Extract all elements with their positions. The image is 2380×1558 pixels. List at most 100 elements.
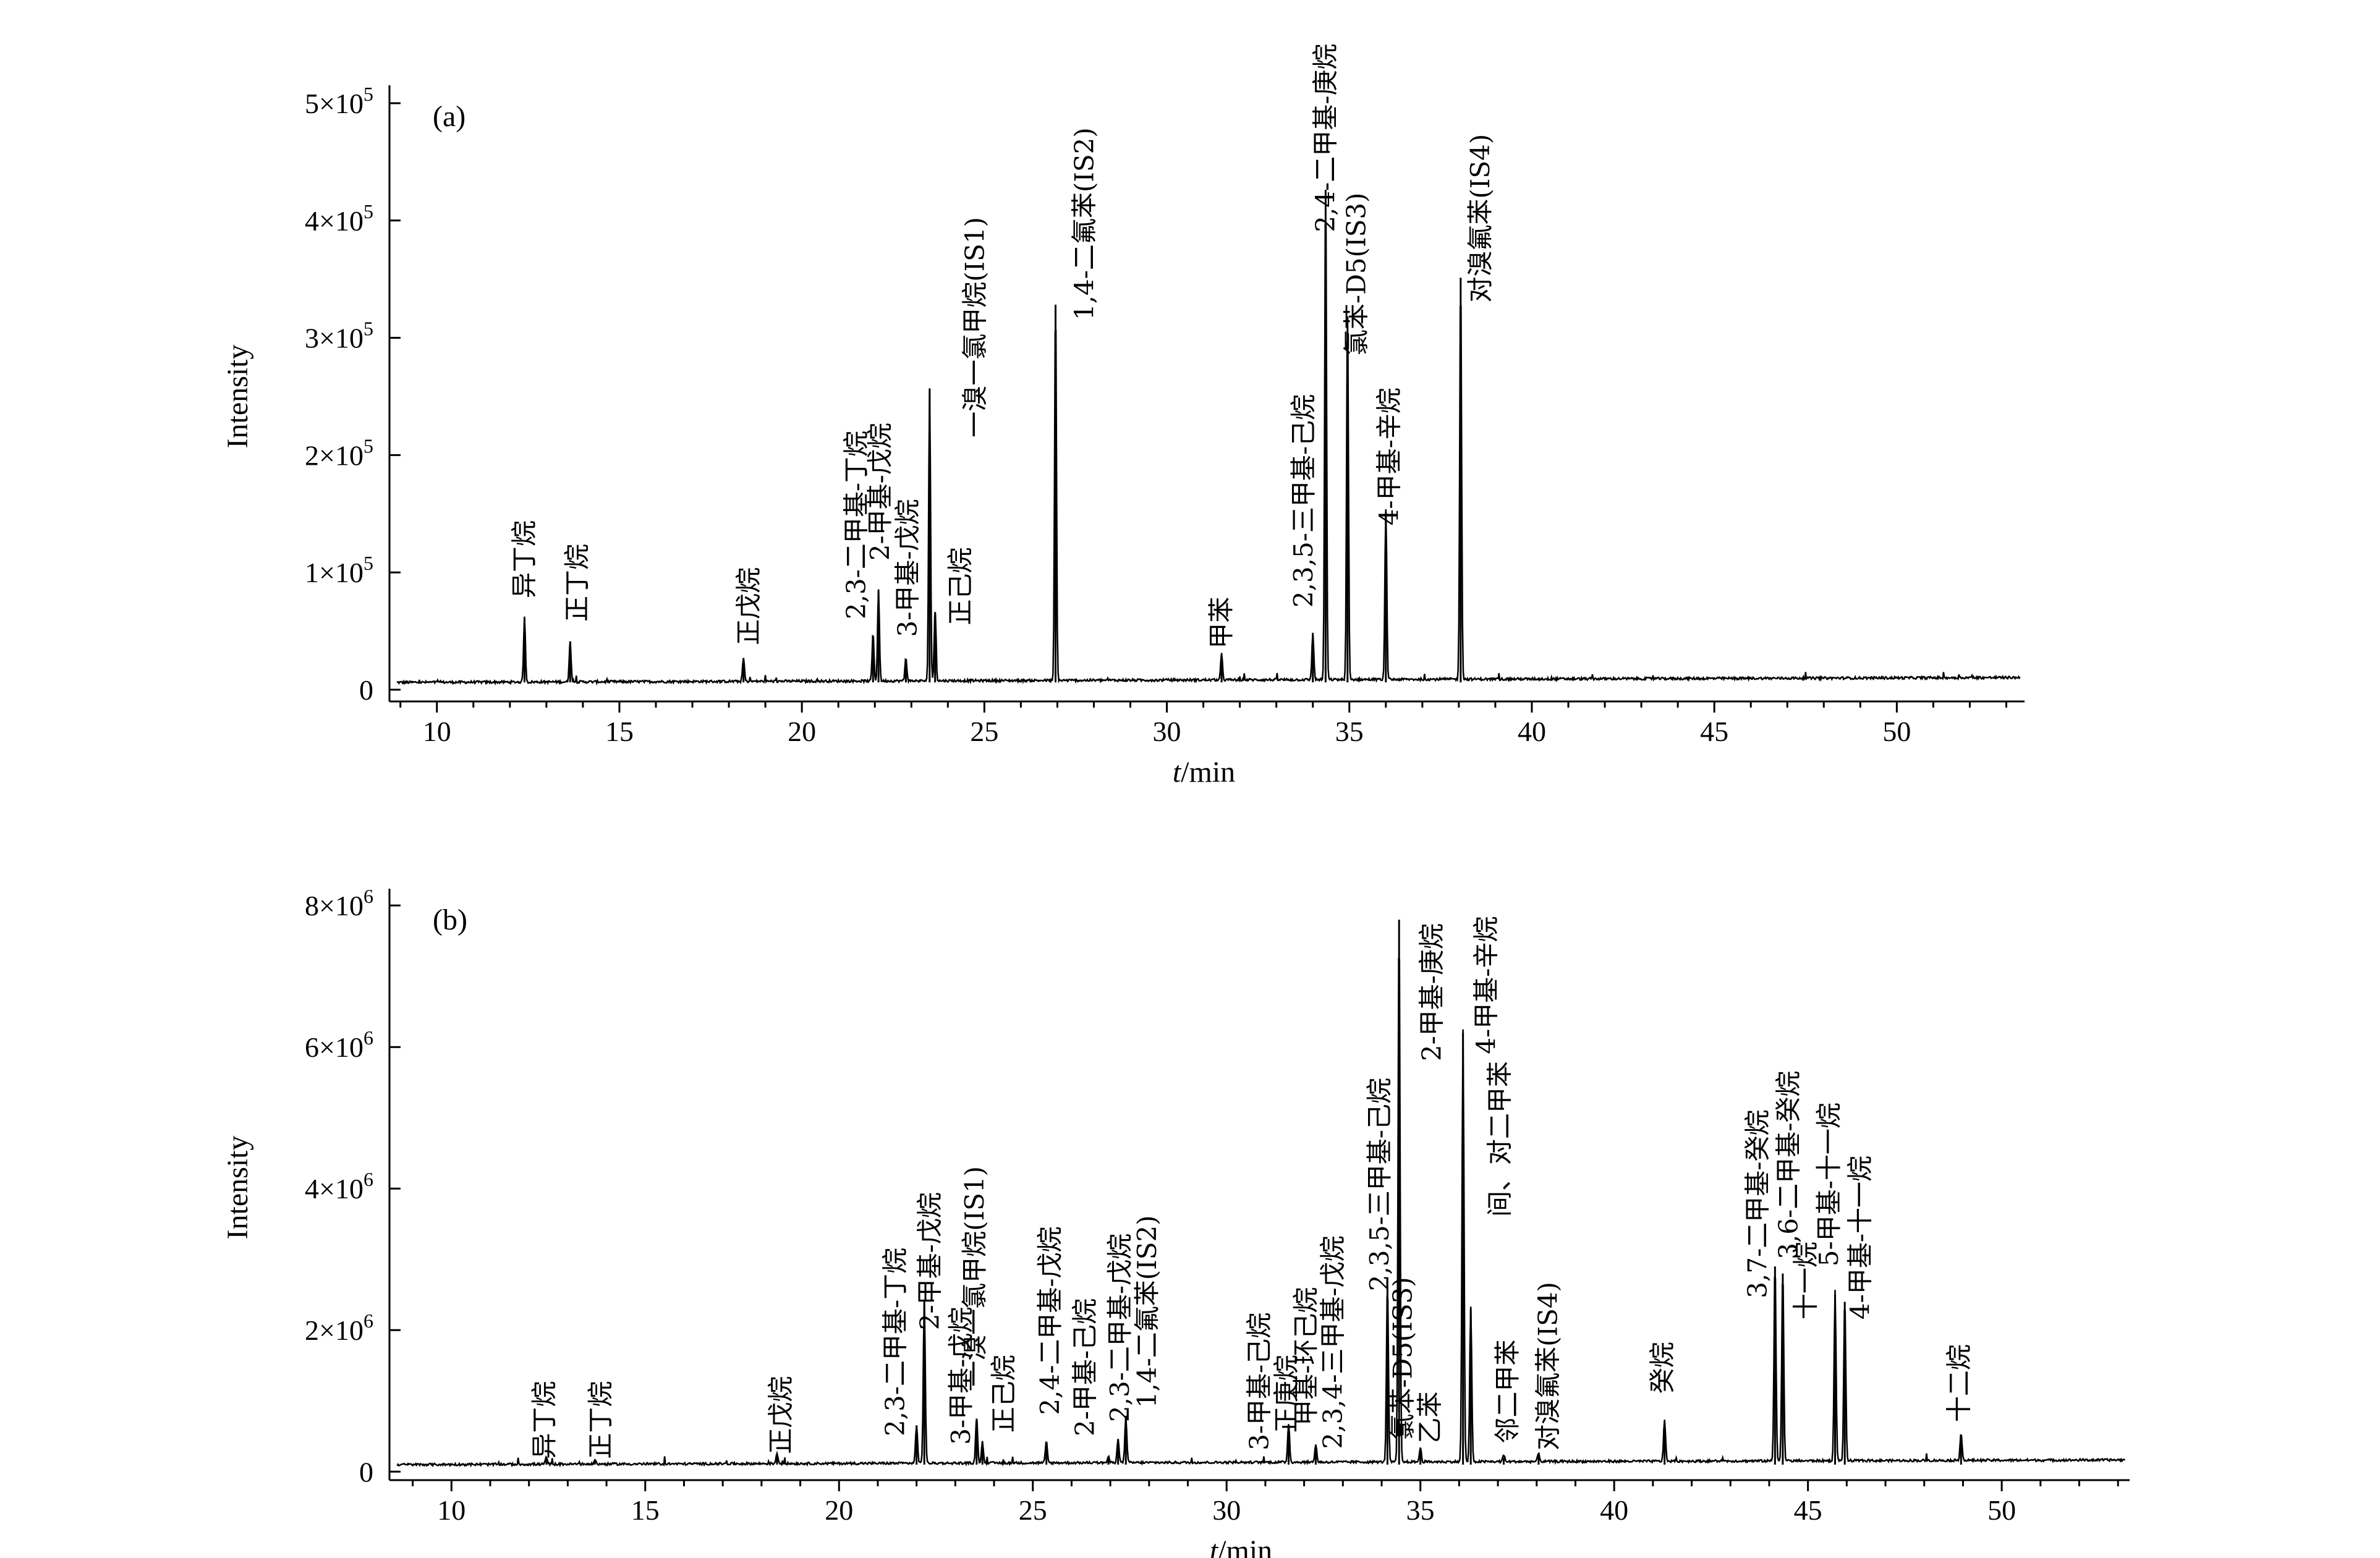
x-tick-label: 15 [605,716,634,747]
peak-label: 正己烷 [945,548,975,625]
y-tick-label-base: 8×10 [305,890,363,921]
peak-label: 异丁烷 [509,520,539,598]
peak-label: 邻二甲苯 [1492,1339,1523,1443]
peak-label: 氯苯-D5(IS3) [1341,193,1372,355]
peak-label: 2-甲基-戊烷 [915,1192,945,1330]
panel-label: (a) [433,100,465,133]
peak-label: 正丁烷 [562,544,592,622]
y-tick-label: 5×105 [305,83,373,119]
peak-label: 1,4-二氟苯(IS2) [1069,127,1100,320]
peak-label: 3-甲基-己烷 [1244,1313,1275,1450]
y-tick-label-exponent: 6 [363,1027,373,1049]
y-tick-label: 3×105 [305,318,373,354]
peak-label: 一溴一氯甲烷(IS1) [960,217,990,438]
x-tick-label: 30 [1212,1494,1241,1526]
y-tick-label-base: 5×10 [305,88,363,119]
x-tick-label: 40 [1600,1494,1628,1526]
y-tick-label: 0 [359,674,373,706]
y-tick-label-base: 6×10 [305,1031,363,1063]
peak-label: 正庚烷 [1272,1355,1302,1433]
peak-label: 十二烷 [1944,1344,1974,1422]
x-axis-title-unit: /min [1218,1535,1272,1558]
y-tick-label-exponent: 6 [363,1310,373,1332]
y-tick-label-base: 2×10 [305,439,363,471]
peak-label: 5-甲基-十一烷 [1814,1103,1844,1266]
y-axis-title: Intensity [221,345,254,449]
peak-label: 甲苯 [1206,597,1236,649]
peak-label: 甲基-环己烷 [1291,1287,1321,1426]
y-tick-label-exponent: 6 [363,885,373,907]
peak-label: 4-甲基-十一烷 [1845,1156,1875,1319]
peak-label: 2,3,4-三甲基-戊烷 [1318,1235,1348,1449]
y-tick-label: 2×105 [305,434,373,471]
x-tick-label: 50 [1882,716,1911,747]
peak-label: 2,3,5-三甲基-己烷 [1364,1078,1395,1291]
x-tick-label: 25 [970,716,998,747]
y-tick-label: 1×105 [305,552,373,588]
peak-label: 2,4-二甲基-戊烷 [1035,1226,1065,1415]
peak-label: 2,3-二甲基-戊烷 [1105,1234,1135,1422]
x-tick-label: 40 [1518,716,1546,747]
y-tick-label-base: 1×10 [305,557,363,588]
x-axis-title-variable: t [1210,1535,1219,1558]
chromatogram-trace [396,957,2126,1468]
peak-label: 间、对二甲苯 [1484,1061,1515,1217]
peak-label: 乙苯 [1414,1391,1445,1443]
x-axis-title: t/min [1173,756,1235,789]
y-tick-label: 6×106 [305,1027,373,1063]
x-tick-label: 10 [423,716,451,747]
y-tick-label: 8×106 [305,885,373,921]
x-tick-label: 45 [1700,716,1728,747]
x-tick-label: 10 [437,1494,465,1526]
x-tick-label: 20 [788,716,816,747]
peak-label: 2-甲基-戊烷 [865,423,895,561]
x-tick-label: 15 [631,1494,660,1526]
y-tick-label-exponent: 5 [363,552,373,574]
x-axis-title: t/min [1210,1535,1272,1558]
peak-label: 一溴一氯甲烷(IS1) [959,1166,990,1387]
peak-label: 正丁烷 [585,1381,616,1459]
peak-label: 1,4-二氟苯(IS2) [1132,1215,1162,1408]
peak-label: 异丁烷 [529,1381,559,1459]
y-tick-label-exponent: 5 [363,83,373,105]
peak-label: 癸烷 [1647,1342,1678,1394]
peak-label: 2-甲基-庚烷 [1417,923,1447,1061]
x-tick-label: 45 [1794,1494,1822,1526]
y-tick-label: 0 [359,1456,373,1488]
peak-label: 正己烷 [988,1355,1019,1433]
panel-label: (b) [433,904,467,936]
peak-label: 3,7-二甲基-癸烷 [1742,1110,1772,1298]
peak-label: 正戊烷 [733,567,763,645]
y-tick-label-exponent: 5 [363,200,373,222]
y-tick-label-base: 4×10 [305,205,363,237]
peak-label: 正戊烷 [765,1376,796,1454]
peak-label: 2,3-二甲基-丁烷 [841,431,872,619]
peak-label: 2,3,5-三甲基-己烷 [1288,394,1319,608]
peak-label: 2,4-二甲基-庚烷 [1310,44,1340,232]
y-tick-label: 2×106 [305,1310,373,1346]
x-axis-title-unit: /min [1181,756,1235,789]
x-tick-label: 35 [1406,1494,1435,1526]
peak-label: 2,3-二甲基-丁烷 [880,1248,910,1436]
x-tick-label: 50 [1987,1494,2016,1526]
y-tick-label-exponent: 5 [363,434,373,457]
x-tick-label: 30 [1153,716,1181,747]
y-tick-label: 4×106 [305,1168,373,1204]
x-tick-label: 20 [825,1494,853,1526]
y-axis-title: Intensity [221,1136,254,1240]
peak-label: 氯苯-D5(IS3) [1388,1277,1418,1439]
y-tick-label-exponent: 6 [363,1168,373,1190]
chromatogram-trace [396,222,2021,686]
peak-label: 2-甲基-己烷 [1070,1298,1100,1436]
y-tick-label-exponent: 5 [363,318,373,340]
x-tick-label: 35 [1335,716,1364,747]
y-tick-label-base: 4×10 [305,1173,363,1204]
peak-label: 对溴氟苯(IS4) [1533,1282,1563,1450]
y-tick-label-base: 2×10 [305,1315,363,1346]
peak-label: 4-甲基-辛烷 [1374,387,1405,525]
x-tick-label: 25 [1019,1494,1047,1526]
peak-label: 3,6-二甲基-癸烷 [1773,1071,1803,1260]
